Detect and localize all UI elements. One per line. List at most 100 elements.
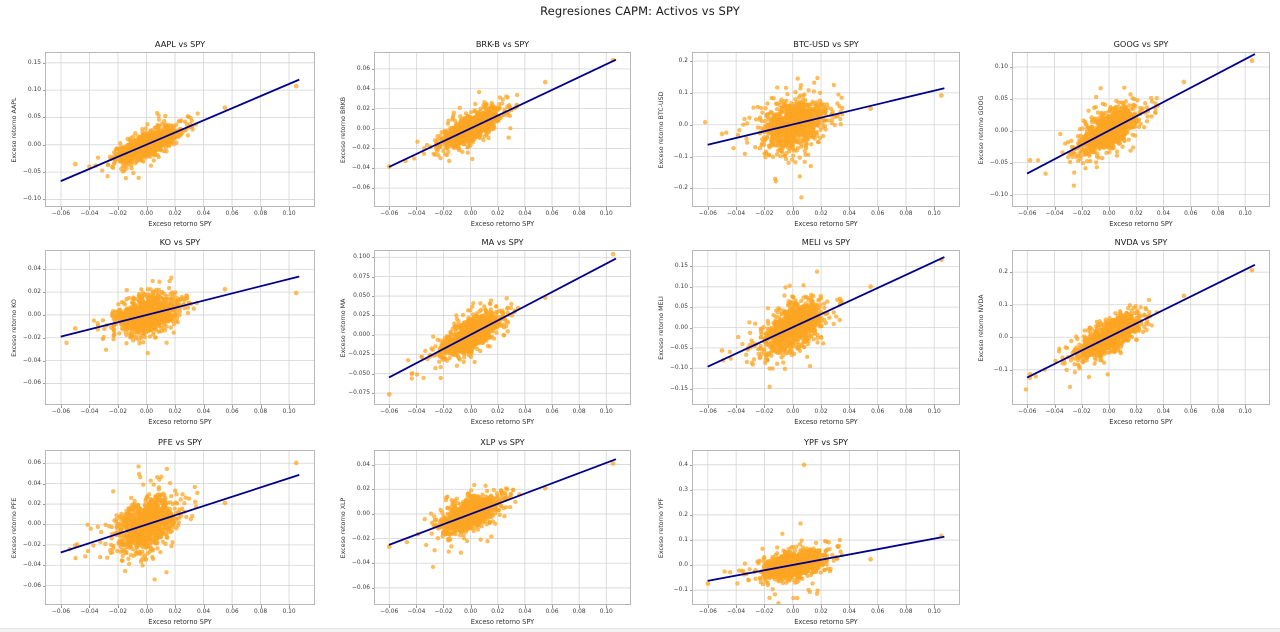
x-tick-label: 0.00	[786, 210, 800, 217]
x-tickmark	[736, 605, 738, 608]
x-tick-label: 0.10	[282, 408, 296, 415]
y-tickmark	[371, 393, 374, 395]
gridlines-btcusd	[693, 53, 959, 206]
x-tickmark	[1245, 207, 1247, 210]
plot-area-meli[interactable]	[692, 250, 960, 405]
x-tick-label: 0.06	[545, 210, 559, 217]
y-axis-label-aapl: Exceso retorno AAPL	[11, 96, 18, 163]
plot-area-brkb[interactable]	[374, 52, 631, 207]
x-tick-label: 0.08	[253, 608, 268, 615]
y-tick-label: −0.075	[348, 390, 370, 397]
regression-line-ypf	[707, 535, 945, 582]
x-tick-label: 0.02	[491, 608, 505, 615]
x-tickmark	[203, 405, 205, 408]
subplot-title-ko: KO vs SPY	[159, 237, 201, 247]
x-tick-label: 0.04	[196, 408, 211, 415]
x-tick-label: 0.02	[1129, 210, 1143, 217]
x-tick-label: 0.06	[225, 608, 239, 615]
x-tick-label: 0.04	[518, 608, 532, 615]
y-tick-label: −0.1	[993, 366, 1008, 373]
x-tickmark	[934, 405, 936, 408]
plot-area-ypf[interactable]	[692, 450, 960, 605]
y-tick-label: 0.00	[994, 127, 1008, 134]
x-tickmark	[89, 207, 91, 210]
y-tickmark	[371, 188, 374, 190]
plot-area-ma[interactable]	[374, 250, 631, 405]
y-tickmark	[371, 354, 374, 356]
gridlines-ko	[46, 251, 314, 404]
plot-area-nvda[interactable]	[1012, 250, 1270, 405]
scatter-canvas-nvda	[1013, 251, 1269, 404]
regression-line-pfe	[60, 474, 300, 554]
x-tick-label: −0.04	[80, 608, 99, 615]
plot-area-aapl[interactable]	[45, 52, 315, 207]
y-tickmark	[42, 90, 45, 92]
subplot-title-aapl: AAPL vs SPY	[154, 39, 206, 49]
y-tickmark	[42, 504, 45, 506]
data-points-meli	[719, 257, 944, 389]
y-tickmark	[42, 565, 45, 567]
y-axis-label-btcusd: Exceso retorno BTC-USD	[658, 91, 665, 168]
x-tick-label: −0.06	[1018, 210, 1037, 217]
y-tickmark	[689, 489, 692, 491]
y-tick-label: 0.0	[998, 334, 1008, 341]
x-tickmark	[1217, 207, 1219, 210]
y-tickmark	[371, 587, 374, 589]
plot-area-btcusd[interactable]	[692, 52, 960, 207]
x-tickmark	[470, 405, 472, 408]
x-tickmark	[203, 207, 205, 210]
y-tick-label: −0.10	[22, 196, 41, 203]
data-points-aapl	[72, 83, 299, 181]
x-tick-label: −0.04	[407, 408, 426, 415]
x-tickmark	[1081, 405, 1083, 408]
x-tickmark	[389, 605, 391, 608]
x-tickmark	[905, 605, 907, 608]
x-tick-label: 0.00	[139, 408, 154, 415]
x-tick-label: 0.06	[545, 408, 559, 415]
x-tick-label: −0.06	[51, 408, 70, 415]
y-tickmark	[1009, 304, 1012, 306]
x-tick-label: 0.00	[464, 608, 478, 615]
y-tick-label: 0.02	[27, 289, 41, 296]
x-tickmark	[1054, 207, 1056, 210]
x-tick-label: −0.02	[108, 408, 128, 415]
x-tickmark	[497, 405, 499, 408]
y-tick-label: −0.06	[22, 380, 41, 387]
x-tickmark	[232, 207, 234, 210]
plot-area-pfe[interactable]	[45, 450, 315, 605]
y-tickmark	[689, 590, 692, 592]
x-tickmark	[289, 405, 291, 408]
y-tickmark	[42, 172, 45, 174]
subplot-title-goog: GOOG vs SPY	[1113, 39, 1169, 49]
gridlines-brkb	[375, 53, 630, 206]
x-tickmark	[821, 605, 823, 608]
x-tick-label: −0.04	[1045, 210, 1064, 217]
figure-bottom-rule	[0, 628, 1280, 632]
regression-line-xlp	[388, 458, 617, 546]
y-tick-label: 0.00	[27, 141, 41, 148]
y-tick-label: −0.2	[673, 185, 688, 192]
x-tickmark	[175, 405, 176, 408]
y-tick-label: 0.00	[27, 521, 41, 528]
plot-area-goog[interactable]	[1012, 52, 1270, 207]
x-tickmark	[443, 207, 445, 210]
x-tick-label: 0.08	[1211, 408, 1225, 415]
x-tick-label: −0.04	[80, 408, 99, 415]
x-tick-label: 0.04	[518, 210, 532, 217]
x-tick-label: 0.00	[786, 608, 800, 615]
y-tick-label: 0.05	[27, 114, 41, 121]
data-points-pfe	[67, 460, 299, 582]
subplot-title-ma: MA vs SPY	[481, 237, 524, 247]
x-tick-label: −0.04	[80, 210, 99, 217]
x-tick-label: 0.00	[786, 408, 800, 415]
y-tick-label: −0.06	[351, 584, 370, 591]
x-tick-label: 0.10	[282, 210, 296, 217]
plot-area-ko[interactable]	[45, 250, 315, 405]
x-tick-label: −0.04	[727, 608, 746, 615]
plot-area-xlp[interactable]	[374, 450, 631, 605]
